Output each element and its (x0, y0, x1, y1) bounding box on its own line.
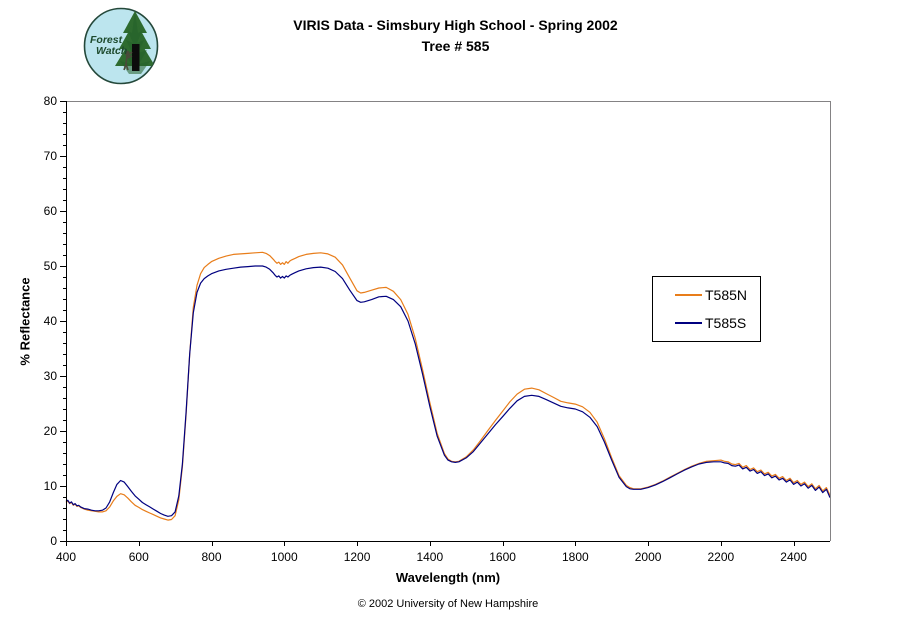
legend-line-sample-t585n (675, 294, 702, 296)
x-tick-label: 1800 (562, 550, 589, 564)
chart-title: VIRIS Data - Simsbury High School - Spri… (0, 15, 911, 57)
y-tick-label: 0 (50, 534, 57, 548)
legend: T585N T585S (652, 276, 761, 342)
legend-label-t585s: T585S (705, 315, 747, 331)
logo-person-icon (123, 50, 133, 71)
x-tick-label: 2200 (708, 550, 735, 564)
x-axis-title: Wavelength (nm) (395, 570, 501, 585)
x-tick-label: 1400 (416, 550, 443, 564)
y-tick-label: 50 (44, 259, 58, 273)
x-tick-label: 600 (129, 550, 149, 564)
logo-tree-icon: Forest Watch (90, 11, 155, 74)
legend-item-t585s: T585S (653, 315, 760, 331)
x-tick-label: 2000 (635, 550, 662, 564)
legend-label-t585n: T585N (705, 287, 748, 303)
y-tick-label: 30 (44, 369, 58, 383)
forest-watch-logo: Forest Watch (83, 7, 159, 85)
series-line-t585s (65, 265, 831, 517)
logo-text-line1: Forest (90, 34, 123, 46)
x-tick-label: 1000 (271, 550, 298, 564)
x-tick-label: 1200 (344, 550, 371, 564)
chart-title-line1: VIRIS Data - Simsbury High School - Spri… (293, 17, 618, 33)
legend-item-t585n: T585N (653, 287, 760, 303)
x-tick-label: 800 (202, 550, 222, 564)
legend-line-sample-t585s (675, 322, 702, 324)
y-tick-label: 70 (44, 149, 58, 163)
y-tick-label: 80 (44, 94, 58, 108)
y-tick-label: 60 (44, 204, 58, 218)
x-tick-label: 400 (56, 550, 76, 564)
x-tick-label: 1600 (489, 550, 516, 564)
x-tick-label: 2400 (780, 550, 807, 564)
logo-text-line2: Watch (96, 45, 127, 57)
y-tick-label: 10 (44, 479, 58, 493)
copyright-text: © 2002 University of New Hampshire (357, 598, 539, 610)
y-tick-label: 40 (44, 314, 58, 328)
series-line-t585n (65, 251, 831, 521)
chart-title-line2: Tree # 585 (421, 38, 490, 54)
y-tick-label: 20 (44, 424, 58, 438)
